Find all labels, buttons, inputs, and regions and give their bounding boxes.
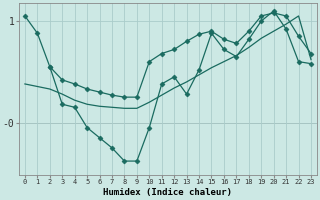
X-axis label: Humidex (Indice chaleur): Humidex (Indice chaleur) <box>103 188 232 197</box>
